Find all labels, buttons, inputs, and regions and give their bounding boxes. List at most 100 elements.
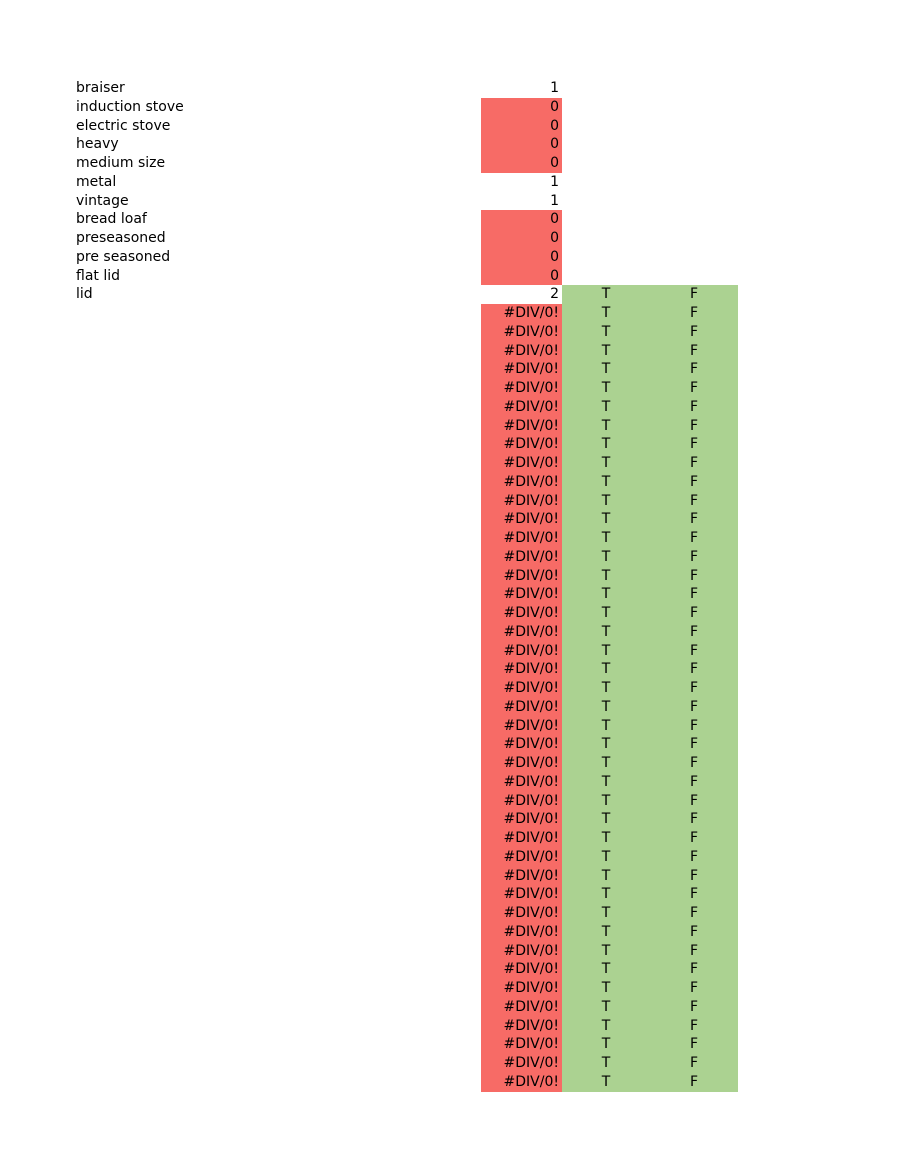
error-value-cell[interactable]: #DIV/0! xyxy=(481,866,562,886)
false-flag-cell[interactable]: F xyxy=(650,566,738,586)
keyword-count-cell[interactable]: 0 xyxy=(481,266,562,286)
error-value-cell[interactable]: #DIV/0! xyxy=(481,885,562,904)
error-value-cell[interactable]: #DIV/0! xyxy=(481,585,562,604)
true-flag-cell[interactable]: T xyxy=(562,397,650,417)
true-flag-cell[interactable]: T xyxy=(562,510,650,529)
error-value-cell[interactable]: #DIV/0! xyxy=(481,510,562,529)
false-flag-cell[interactable]: F xyxy=(650,997,738,1017)
true-flag-cell[interactable]: T xyxy=(562,941,650,961)
error-value-cell[interactable]: #DIV/0! xyxy=(481,810,562,829)
error-value-cell[interactable]: #DIV/0! xyxy=(481,679,562,698)
keyword-count-cell[interactable]: 0 xyxy=(481,247,562,267)
error-value-cell[interactable]: #DIV/0! xyxy=(481,1072,562,1092)
keyword-count-cell[interactable]: 0 xyxy=(481,97,562,117)
false-flag-cell[interactable]: F xyxy=(650,285,738,304)
false-flag-cell[interactable]: F xyxy=(650,791,738,811)
keyword-label[interactable]: induction stove xyxy=(76,98,184,115)
false-flag-cell[interactable]: F xyxy=(650,322,738,342)
true-flag-cell[interactable]: T xyxy=(562,754,650,773)
true-flag-cell[interactable]: T xyxy=(562,829,650,848)
keyword-count-cell[interactable]: 1 xyxy=(550,173,559,190)
false-flag-cell[interactable]: F xyxy=(650,885,738,904)
false-flag-cell[interactable]: F xyxy=(650,379,738,398)
error-value-cell[interactable]: #DIV/0! xyxy=(481,960,562,979)
true-flag-cell[interactable]: T xyxy=(562,304,650,323)
keyword-label[interactable]: flat lid xyxy=(76,267,121,284)
keyword-count-cell[interactable]: 0 xyxy=(481,116,562,136)
keyword-count-cell[interactable]: 1 xyxy=(550,80,559,96)
error-value-cell[interactable]: #DIV/0! xyxy=(481,416,562,436)
keyword-count-cell[interactable]: 0 xyxy=(481,135,562,154)
true-flag-cell[interactable]: T xyxy=(562,547,650,567)
keyword-count-cell[interactable]: 0 xyxy=(481,229,562,248)
error-value-cell[interactable]: #DIV/0! xyxy=(481,360,562,379)
error-value-cell[interactable]: #DIV/0! xyxy=(481,791,562,811)
true-flag-cell[interactable]: T xyxy=(562,772,650,792)
false-flag-cell[interactable]: F xyxy=(650,435,738,454)
true-flag-cell[interactable]: T xyxy=(562,604,650,623)
true-flag-cell[interactable]: T xyxy=(562,622,650,642)
true-flag-cell[interactable]: T xyxy=(562,847,650,867)
keyword-count-cell[interactable]: 1 xyxy=(550,192,559,209)
keyword-label[interactable]: metal xyxy=(76,173,117,190)
error-value-cell[interactable]: #DIV/0! xyxy=(481,472,562,492)
error-value-cell[interactable]: #DIV/0! xyxy=(481,435,562,454)
false-flag-cell[interactable]: F xyxy=(650,454,738,473)
false-flag-cell[interactable]: F xyxy=(650,754,738,773)
error-value-cell[interactable]: #DIV/0! xyxy=(481,641,562,661)
false-flag-cell[interactable]: F xyxy=(650,585,738,604)
true-flag-cell[interactable]: T xyxy=(562,472,650,492)
false-flag-cell[interactable]: F xyxy=(650,810,738,829)
false-flag-cell[interactable]: F xyxy=(650,416,738,436)
false-flag-cell[interactable]: F xyxy=(650,941,738,961)
true-flag-cell[interactable]: T xyxy=(562,810,650,829)
true-flag-cell[interactable]: T xyxy=(562,566,650,586)
true-flag-cell[interactable]: T xyxy=(562,960,650,979)
error-value-cell[interactable]: #DIV/0! xyxy=(481,304,562,323)
keyword-count-cell[interactable]: 0 xyxy=(481,210,562,229)
false-flag-cell[interactable]: F xyxy=(650,847,738,867)
true-flag-cell[interactable]: T xyxy=(562,866,650,886)
false-flag-cell[interactable]: F xyxy=(650,641,738,661)
keyword-label[interactable]: bread loaf xyxy=(76,211,147,228)
error-value-cell[interactable]: #DIV/0! xyxy=(481,829,562,848)
false-flag-cell[interactable]: F xyxy=(650,904,738,923)
keyword-label[interactable]: medium size xyxy=(76,155,166,171)
false-flag-cell[interactable]: F xyxy=(650,529,738,548)
keyword-count-cell[interactable]: 0 xyxy=(481,154,562,173)
error-value-cell[interactable]: #DIV/0! xyxy=(481,754,562,773)
true-flag-cell[interactable]: T xyxy=(562,922,650,942)
false-flag-cell[interactable]: F xyxy=(650,304,738,323)
error-value-cell[interactable]: #DIV/0! xyxy=(481,847,562,867)
true-flag-cell[interactable]: T xyxy=(562,341,650,361)
keyword-label[interactable]: vintage xyxy=(76,192,129,209)
error-value-cell[interactable]: #DIV/0! xyxy=(481,604,562,623)
false-flag-cell[interactable]: F xyxy=(650,1072,738,1092)
error-value-cell[interactable]: #DIV/0! xyxy=(481,529,562,548)
false-flag-cell[interactable]: F xyxy=(650,604,738,623)
error-value-cell[interactable]: #DIV/0! xyxy=(481,997,562,1017)
false-flag-cell[interactable]: F xyxy=(650,360,738,379)
error-value-cell[interactable]: #DIV/0! xyxy=(481,979,562,998)
false-flag-cell[interactable]: F xyxy=(650,622,738,642)
error-value-cell[interactable]: #DIV/0! xyxy=(481,904,562,923)
true-flag-cell[interactable]: T xyxy=(562,585,650,604)
true-flag-cell[interactable]: T xyxy=(562,979,650,998)
error-value-cell[interactable]: #DIV/0! xyxy=(481,341,562,361)
error-value-cell[interactable]: #DIV/0! xyxy=(481,660,562,679)
error-value-cell[interactable]: #DIV/0! xyxy=(481,379,562,398)
false-flag-cell[interactable]: F xyxy=(650,397,738,417)
true-flag-cell[interactable]: T xyxy=(562,716,650,736)
keyword-label[interactable]: electric stove xyxy=(76,117,171,134)
false-flag-cell[interactable]: F xyxy=(650,679,738,698)
true-flag-cell[interactable]: T xyxy=(562,1072,650,1092)
false-flag-cell[interactable]: F xyxy=(650,472,738,492)
keyword-label[interactable]: braiser xyxy=(76,80,125,96)
true-flag-cell[interactable]: T xyxy=(562,997,650,1017)
false-flag-cell[interactable]: F xyxy=(650,735,738,754)
false-flag-cell[interactable]: F xyxy=(650,979,738,998)
false-flag-cell[interactable]: F xyxy=(650,1054,738,1073)
false-flag-cell[interactable]: F xyxy=(650,341,738,361)
true-flag-cell[interactable]: T xyxy=(562,641,650,661)
true-flag-cell[interactable]: T xyxy=(562,454,650,473)
